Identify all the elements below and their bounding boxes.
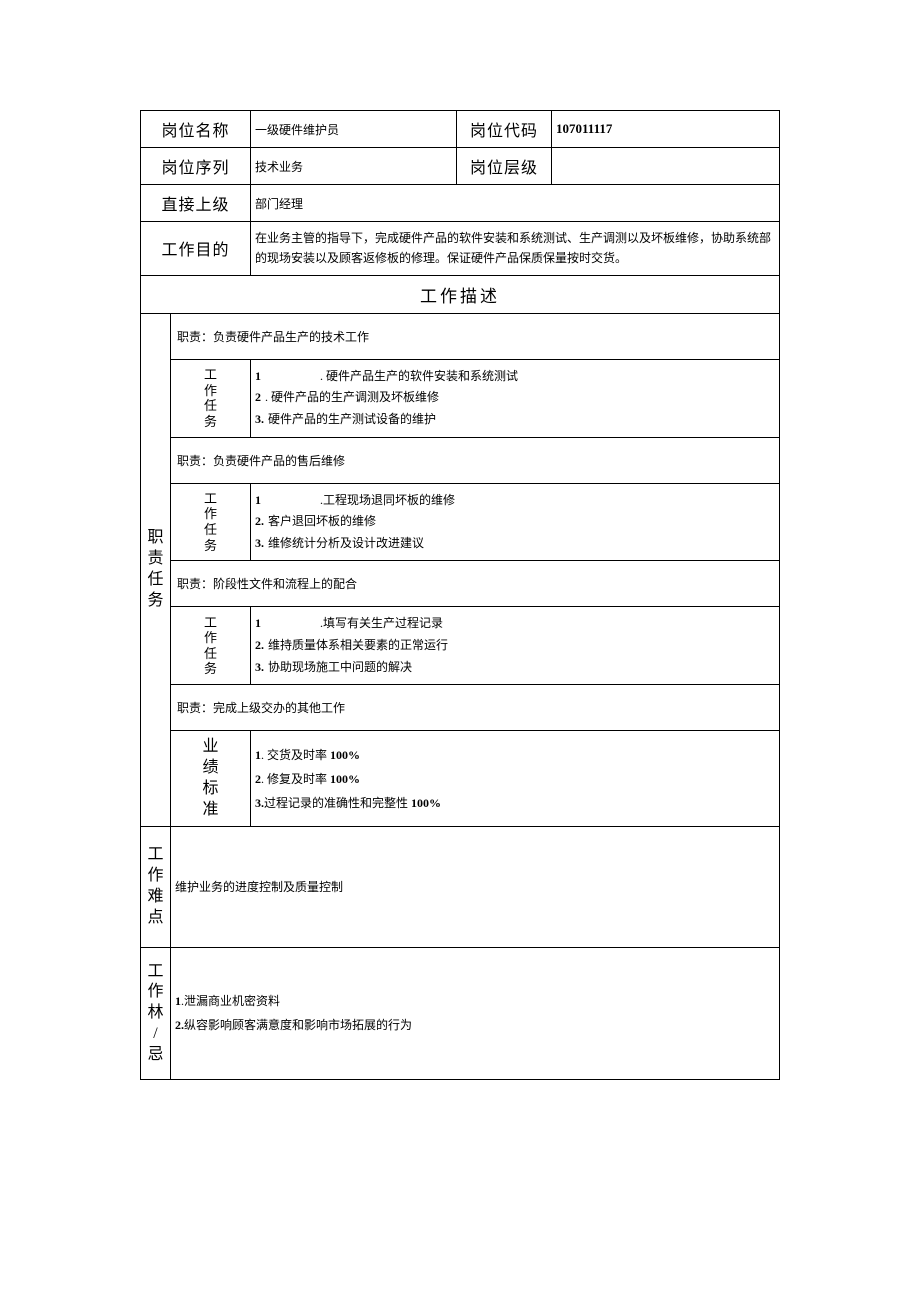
duty-3-title-row: 职责：阶段性文件和流程上的配合: [141, 561, 780, 607]
row-taboo: 工作林/忌 1.泄漏商业机密资料 2.纵容影响顾客满意度和影响市场拓展的行为: [141, 947, 780, 1080]
duty-4-title: 职责：完成上级交办的其他工作: [171, 685, 780, 731]
duty-3-tasks: 1.填写有关生产过程记录 2.维持质量体系相关要素的正常运行 3.协助现场施工中…: [251, 607, 780, 685]
taboo-label: 工作林/忌: [141, 947, 171, 1080]
duty-1-title: 职责：负责硬件产品生产的技术工作: [171, 313, 780, 359]
section-title: 工作描述: [141, 275, 780, 313]
row-purpose: 工作目的 在业务主管的指导下，完成硬件产品的软件安装和系统测试、生产调测以及坏板…: [141, 222, 780, 276]
job-description-table: 岗位名称 一级硬件维护员 岗位代码 107011117 岗位序列 技术业务 岗位…: [140, 110, 780, 1080]
purpose-value: 在业务主管的指导下，完成硬件产品的软件安装和系统测试、生产调测以及坏板维修，协助…: [251, 222, 780, 276]
position-level-value: [552, 148, 780, 185]
difficulty-label: 工作难点: [141, 827, 171, 947]
task-label-1: 工作任务: [171, 359, 251, 437]
position-name-label: 岗位名称: [141, 111, 251, 148]
row-supervisor: 直接上级 部门经理: [141, 185, 780, 222]
task-label-3: 工作任务: [171, 607, 251, 685]
task-label-2: 工作任务: [171, 483, 251, 561]
duty-4-title-row: 职责：完成上级交办的其他工作: [141, 685, 780, 731]
difficulty-content: 维护业务的进度控制及质量控制: [171, 827, 780, 947]
responsibility-label: 职责任务: [141, 313, 171, 827]
row-difficulty: 工作难点 维护业务的进度控制及质量控制: [141, 827, 780, 947]
duty-2-tasks-row: 工作任务 1.工程现场退同坏板的维修 2.客户退回坏板的维修 3.维修统计分析及…: [141, 483, 780, 561]
position-series-label: 岗位序列: [141, 148, 251, 185]
supervisor-value: 部门经理: [251, 185, 780, 222]
supervisor-label: 直接上级: [141, 185, 251, 222]
duty-2-tasks: 1.工程现场退同坏板的维修 2.客户退回坏板的维修 3.维修统计分析及设计改进建…: [251, 483, 780, 561]
standards-content: 1. 交货及时率 100% 2. 修复及时率 100% 3.过程记录的准确性和完…: [251, 731, 780, 827]
taboo-content: 1.泄漏商业机密资料 2.纵容影响顾客满意度和影响市场拓展的行为: [171, 947, 780, 1080]
standards-label: 业绩标准: [171, 731, 251, 827]
row-section-header: 工作描述: [141, 275, 780, 313]
duty-3-tasks-row: 工作任务 1.填写有关生产过程记录 2.维持质量体系相关要素的正常运行 3.协助…: [141, 607, 780, 685]
position-series-value: 技术业务: [251, 148, 457, 185]
row-standards: 业绩标准 1. 交货及时率 100% 2. 修复及时率 100% 3.过程记录的…: [141, 731, 780, 827]
position-code-label: 岗位代码: [457, 111, 552, 148]
duty-3-title: 职责：阶段性文件和流程上的配合: [171, 561, 780, 607]
duty-1-tasks-row: 工作任务 1. 硬件产品生产的软件安装和系统测试 2. 硬件产品的生产调测及坏板…: [141, 359, 780, 437]
purpose-label: 工作目的: [141, 222, 251, 276]
row-position-series: 岗位序列 技术业务 岗位层级: [141, 148, 780, 185]
position-name-value: 一级硬件维护员: [251, 111, 457, 148]
duty-1-tasks: 1. 硬件产品生产的软件安装和系统测试 2. 硬件产品的生产调测及坏板维修 3.…: [251, 359, 780, 437]
row-position-name: 岗位名称 一级硬件维护员 岗位代码 107011117: [141, 111, 780, 148]
duty-2-title-row: 职责：负责硬件产品的售后维修: [141, 437, 780, 483]
position-level-label: 岗位层级: [457, 148, 552, 185]
duty-2-title: 职责：负责硬件产品的售后维修: [171, 437, 780, 483]
duty-1-title-row: 职责任务 职责：负责硬件产品生产的技术工作: [141, 313, 780, 359]
position-code-value: 107011117: [552, 111, 780, 148]
